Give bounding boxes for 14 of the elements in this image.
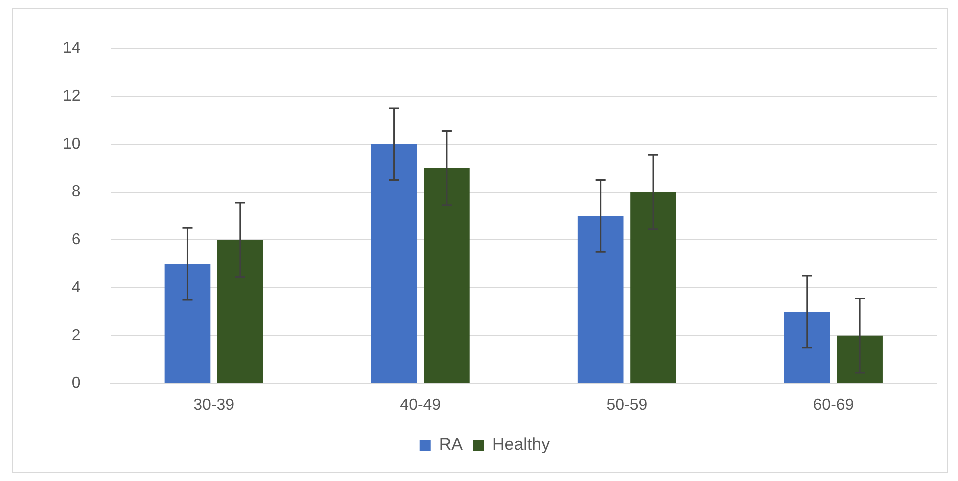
y-tick-label: 4 (72, 279, 81, 296)
legend-label: Healthy (492, 435, 551, 454)
x-tick-label: 40-49 (400, 396, 442, 414)
x-tick-label: 50-59 (606, 396, 648, 414)
legend-label: RA (439, 435, 464, 454)
y-tick-label: 12 (63, 88, 81, 105)
x-tick-label: 30-39 (194, 396, 235, 414)
y-tick-label: 14 (63, 40, 81, 58)
y-tick-label: 2 (72, 327, 81, 344)
y-tick-label: 10 (63, 136, 81, 153)
y-tick-label: 6 (72, 232, 81, 249)
y-tick-label: 0 (72, 375, 81, 392)
x-tick-label: 60-69 (813, 396, 854, 414)
y-tick-label: 8 (72, 184, 81, 201)
